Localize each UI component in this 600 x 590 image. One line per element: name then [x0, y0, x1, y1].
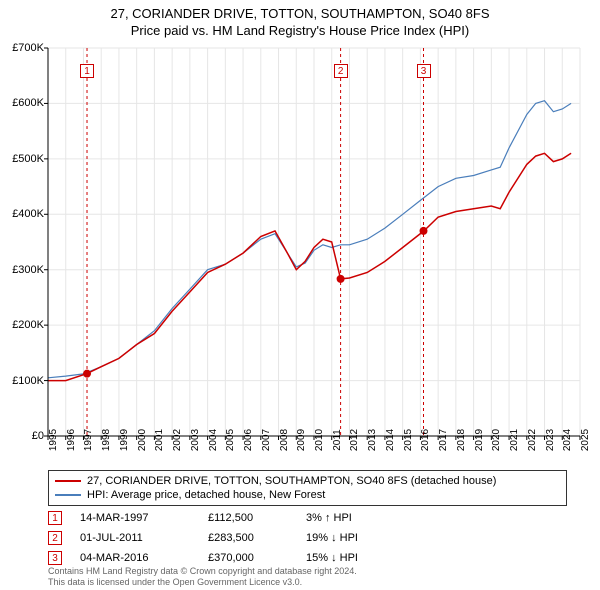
- sale-date: 04-MAR-2016: [80, 552, 190, 564]
- x-tick-label: 2006: [243, 429, 254, 451]
- x-tick-label: 2001: [154, 429, 165, 451]
- x-tick-label: 1998: [101, 429, 112, 451]
- x-tick-label: 2007: [261, 429, 272, 451]
- sale-event-row: 2 01-JUL-2011 £283,500 19% ↓ HPI: [48, 528, 568, 548]
- x-tick-label: 1997: [83, 429, 94, 451]
- footer-line: This data is licensed under the Open Gov…: [48, 577, 357, 588]
- legend-row: HPI: Average price, detached house, New …: [55, 488, 560, 502]
- sale-event-row: 1 14-MAR-1997 £112,500 3% ↑ HPI: [48, 508, 568, 528]
- y-tick-label: £600K: [12, 97, 44, 109]
- x-tick-label: 2004: [208, 429, 219, 451]
- sale-hpi-diff: 3% ↑ HPI: [306, 512, 396, 524]
- plot-area: 1 2 3: [48, 48, 580, 436]
- legend-swatch-icon: [55, 494, 81, 496]
- sale-marker-icon: 2: [48, 531, 62, 545]
- x-tick-label: 1999: [119, 429, 130, 451]
- x-tick-label: 2013: [367, 429, 378, 451]
- x-tick-label: 2024: [562, 429, 573, 451]
- footer-line: Contains HM Land Registry data © Crown c…: [48, 566, 357, 577]
- chart-title: 27, CORIANDER DRIVE, TOTTON, SOUTHAMPTON…: [0, 6, 600, 21]
- x-tick-label: 1996: [66, 429, 77, 451]
- legend-label: 27, CORIANDER DRIVE, TOTTON, SOUTHAMPTON…: [87, 475, 496, 487]
- legend-row: 27, CORIANDER DRIVE, TOTTON, SOUTHAMPTON…: [55, 474, 560, 488]
- title-block: 27, CORIANDER DRIVE, TOTTON, SOUTHAMPTON…: [0, 0, 600, 38]
- y-tick-label: £500K: [12, 153, 44, 165]
- sale-event-row: 3 04-MAR-2016 £370,000 15% ↓ HPI: [48, 548, 568, 568]
- legend-label: HPI: Average price, detached house, New …: [87, 489, 325, 501]
- x-tick-label: 2025: [580, 429, 591, 451]
- x-tick-label: 2018: [456, 429, 467, 451]
- x-tick-label: 2019: [474, 429, 485, 451]
- sale-date: 01-JUL-2011: [80, 532, 190, 544]
- y-tick-label: £100K: [12, 375, 44, 387]
- x-tick-label: 2021: [509, 429, 520, 451]
- sale-marker-icon: 3: [417, 64, 431, 78]
- x-tick-label: 2017: [438, 429, 449, 451]
- x-tick-label: 2016: [420, 429, 431, 451]
- sale-price: £283,500: [208, 532, 288, 544]
- legend: 27, CORIANDER DRIVE, TOTTON, SOUTHAMPTON…: [48, 470, 567, 506]
- x-tick-label: 2023: [545, 429, 556, 451]
- y-axis-labels: £0£100K£200K£300K£400K£500K£600K£700K: [0, 48, 46, 436]
- x-tick-label: 2011: [332, 429, 343, 451]
- x-tick-label: 2012: [349, 429, 360, 451]
- x-tick-label: 1995: [48, 429, 59, 451]
- y-tick-label: £400K: [12, 208, 44, 220]
- chart-container: 27, CORIANDER DRIVE, TOTTON, SOUTHAMPTON…: [0, 0, 600, 590]
- legend-swatch-icon: [55, 480, 81, 482]
- x-tick-label: 2014: [385, 429, 396, 451]
- chart-svg: [48, 48, 580, 436]
- y-tick-label: £300K: [12, 264, 44, 276]
- sale-marker-icon: 1: [48, 511, 62, 525]
- x-tick-label: 2008: [279, 429, 290, 451]
- sale-price: £370,000: [208, 552, 288, 564]
- sale-price: £112,500: [208, 512, 288, 524]
- sales-table: 1 14-MAR-1997 £112,500 3% ↑ HPI 2 01-JUL-2011…: [48, 508, 568, 568]
- sale-date: 14-MAR-1997: [80, 512, 190, 524]
- x-tick-label: 2020: [491, 429, 502, 451]
- x-tick-label: 2000: [137, 429, 148, 451]
- x-tick-label: 2015: [403, 429, 414, 451]
- sale-hpi-diff: 19% ↓ HPI: [306, 532, 396, 544]
- x-tick-label: 2010: [314, 429, 325, 451]
- sale-marker-icon: 1: [80, 64, 94, 78]
- x-tick-label: 2003: [190, 429, 201, 451]
- footer: Contains HM Land Registry data © Crown c…: [48, 566, 357, 588]
- x-tick-label: 2005: [225, 429, 236, 451]
- x-tick-label: 2002: [172, 429, 183, 451]
- y-tick-label: £700K: [12, 42, 44, 54]
- sale-marker-icon: 3: [48, 551, 62, 565]
- y-tick-label: £0: [32, 430, 44, 442]
- sale-marker-icon: 2: [334, 64, 348, 78]
- sale-hpi-diff: 15% ↓ HPI: [306, 552, 396, 564]
- x-tick-label: 2022: [527, 429, 538, 451]
- y-tick-label: £200K: [12, 319, 44, 331]
- chart-subtitle: Price paid vs. HM Land Registry's House …: [0, 23, 600, 38]
- x-tick-label: 2009: [296, 429, 307, 451]
